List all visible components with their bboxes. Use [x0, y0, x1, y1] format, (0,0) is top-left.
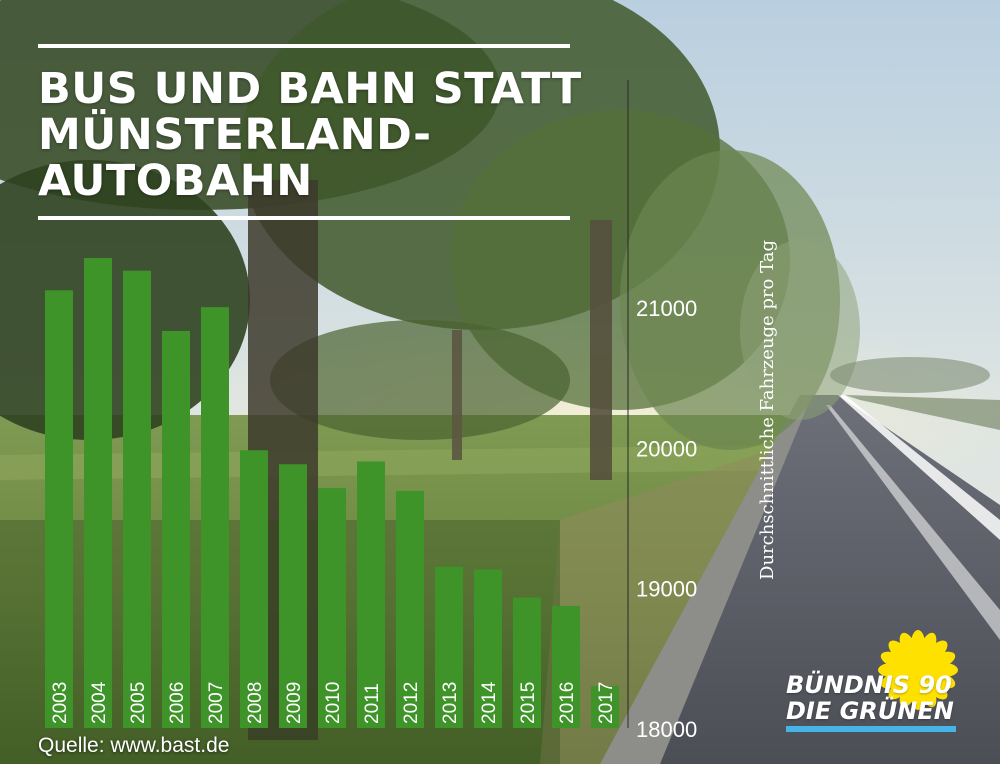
category-label-2006: 2006	[167, 682, 188, 724]
category-label-2011: 2011	[362, 683, 383, 724]
bar-2003	[45, 290, 73, 728]
logo-underline	[786, 726, 956, 732]
sunflower-icon	[878, 630, 958, 710]
y-tick-label-21000: 21000	[636, 296, 697, 321]
category-label-2014: 2014	[479, 681, 500, 724]
bar-2017	[591, 685, 619, 728]
bar-2012	[396, 490, 424, 728]
category-label-2005: 2005	[128, 682, 149, 724]
category-label-2009: 2009	[284, 682, 305, 724]
title-line-2: MÜNSTERLAND-	[38, 110, 432, 160]
bar-2008	[240, 450, 268, 728]
bars-group: 2003 2004 2005 2006 2007 2008 2009 2010 2011 2012…	[45, 258, 619, 728]
category-label-2017: 2017	[596, 682, 617, 724]
bar-2007	[201, 307, 229, 728]
logo-line-1: BÜNDNIS 90	[786, 671, 952, 699]
category-label-2012: 2012	[401, 682, 422, 724]
category-label-2003: 2003	[50, 682, 71, 724]
bar-2016	[552, 605, 580, 728]
title-rule-top	[38, 44, 570, 48]
party-logo: BÜNDNIS 90 DIE GRÜNEN	[778, 626, 978, 736]
bar-2010	[318, 488, 346, 728]
bar-2009	[279, 464, 307, 728]
y-ticks-group: 18000 19000 20000 21000	[636, 296, 697, 742]
category-label-2013: 2013	[440, 682, 461, 724]
category-label-2010: 2010	[323, 682, 344, 724]
source-credit: Quelle: www.bast.de	[38, 734, 230, 757]
bar-2004	[84, 258, 112, 728]
chart-title: BUS UND BAHN STATT MÜNSTERLAND- AUTOBAHN	[38, 64, 582, 206]
category-label-2004: 2004	[89, 681, 110, 724]
title-line-1: BUS UND BAHN STATT	[38, 64, 582, 114]
bar-2006	[162, 330, 190, 728]
bar-2011	[357, 461, 385, 728]
category-label-2007: 2007	[206, 682, 227, 724]
logo-line-2: DIE GRÜNEN	[786, 697, 954, 725]
bar-2014	[474, 569, 502, 728]
title-block: BUS UND BAHN STATT MÜNSTERLAND- AUTOBAHN	[38, 44, 582, 220]
title-rule-bottom	[38, 216, 570, 220]
title-line-3: AUTOBAHN	[38, 156, 313, 206]
bar-2005	[123, 270, 151, 728]
y-tick-label-20000: 20000	[636, 436, 697, 461]
y-tick-label-18000: 18000	[636, 717, 697, 742]
bar-2015	[513, 597, 541, 728]
category-label-2016: 2016	[557, 682, 578, 724]
category-label-2008: 2008	[245, 682, 266, 724]
y-tick-label-19000: 19000	[636, 577, 697, 602]
y-axis-label: Durchschnittliche Fahrzeuge pro Tag	[757, 240, 778, 580]
category-label-2015: 2015	[518, 682, 539, 724]
bar-2013	[435, 566, 463, 728]
